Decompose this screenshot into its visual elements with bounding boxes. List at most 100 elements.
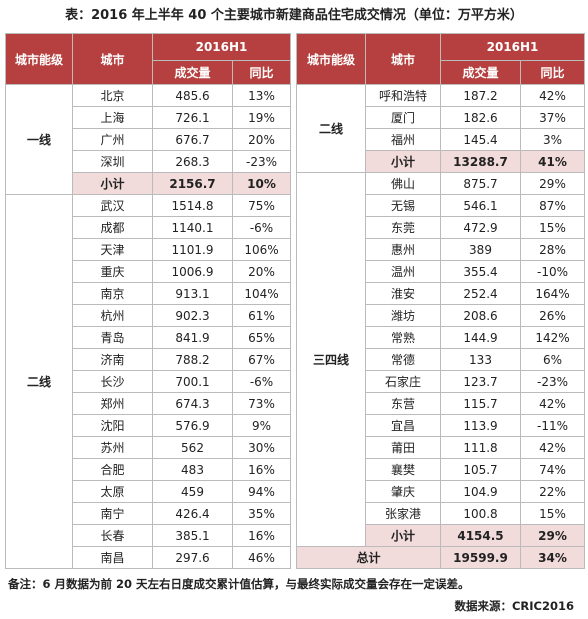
yoy: 35% [231, 502, 292, 525]
volume: 385.1 [152, 524, 233, 547]
yoy: 61% [231, 304, 292, 327]
header: 2016H1 [151, 33, 292, 61]
city: 常德 [365, 348, 441, 371]
yoy: 16% [231, 458, 292, 481]
volume: 562 [152, 436, 233, 459]
city: 长春 [72, 524, 153, 547]
city: 呼和浩特 [365, 84, 441, 107]
volume: 1101.9 [152, 238, 233, 261]
row: 肇庆 104.9 22% [297, 480, 586, 503]
volume: 187.2 [440, 84, 521, 107]
city: 济南 [72, 348, 153, 371]
table-right: 城市能级 城市 2016H1 成交量 同比 二线 呼和浩特 187.2 42% 厦门 182.6… [296, 33, 586, 569]
city: 北京 [72, 84, 153, 107]
header: 2016H1 [439, 33, 586, 61]
row: 二线 呼和浩特 187.2 42% [296, 84, 586, 173]
yoy: -23% [519, 370, 586, 393]
yoy: 15% [519, 502, 586, 525]
volume: 144.9 [440, 326, 521, 349]
volume: 145.4 [440, 128, 521, 151]
volume: 100.8 [440, 502, 521, 525]
row: 太原 459 94% [6, 480, 292, 503]
yoy: 15% [519, 216, 586, 239]
note: 备注：6 月数据为前 20 天左右日度成交累计值估算，与最终实际成交量会存在一定… [8, 577, 470, 591]
table-left: 城市能级 城市 2016H1 成交量 同比 一线 北京 485.6 13% 上海 726.1 19… [5, 33, 292, 569]
yoy: 28% [519, 238, 586, 261]
volume: 115.7 [440, 392, 521, 415]
subtotal-label: 小计 [72, 172, 153, 195]
volume: 788.2 [152, 348, 233, 371]
volume: 1140.1 [152, 216, 233, 239]
volume: 19599.9 [440, 546, 521, 569]
city: 青岛 [72, 326, 153, 349]
row: 三四线 佛山 875.7 29% [296, 172, 586, 547]
city: 成都 [72, 216, 153, 239]
volume: 182.6 [440, 106, 521, 129]
yoy: 10% [231, 172, 292, 195]
volume: 1006.9 [152, 260, 233, 283]
city: 天津 [72, 238, 153, 261]
yoy: 75% [231, 194, 292, 217]
volume: 111.8 [440, 436, 521, 459]
header: 城市能级 [296, 33, 366, 85]
volume: 902.3 [152, 304, 233, 327]
city: 张家港 [365, 502, 441, 525]
city: 肇庆 [365, 480, 441, 503]
volume: 355.4 [440, 260, 521, 283]
volume: 459 [152, 480, 233, 503]
header: 城市 [72, 33, 153, 85]
row: 宜昌 113.9 -11% [297, 414, 586, 437]
row: 郑州 674.3 73% [6, 392, 292, 415]
yoy: 106% [231, 238, 292, 261]
city: 潍坊 [365, 304, 441, 327]
yoy: 29% [519, 172, 586, 195]
row: 沈阳 576.9 9% [6, 414, 292, 437]
yoy: 42% [519, 84, 586, 107]
yoy: 3% [519, 128, 586, 151]
volume: 700.1 [152, 370, 233, 393]
row: 重庆 1006.9 20% [6, 260, 292, 283]
row: 二线 武汉 1514.8 75% [5, 194, 292, 569]
volume: 913.1 [152, 282, 233, 305]
yoy: 94% [231, 480, 292, 503]
yoy: 20% [231, 128, 292, 151]
yoy: 30% [231, 436, 292, 459]
source: 数据来源：CRIC2016 [454, 599, 574, 613]
volume: 546.1 [440, 194, 521, 217]
total-label: 总计 [296, 546, 441, 569]
volume: 576.9 [152, 414, 233, 437]
volume: 268.3 [152, 150, 233, 173]
row: 襄樊 105.7 74% [297, 458, 586, 481]
row: 一线 北京 485.6 13% [5, 84, 292, 195]
volume: 389 [440, 238, 521, 261]
yoy: 67% [231, 348, 292, 371]
yoy: 29% [519, 524, 586, 547]
yoy: 22% [519, 480, 586, 503]
yoy: 26% [519, 304, 586, 327]
row: 苏州 562 30% [6, 436, 292, 459]
volume: 297.6 [152, 546, 233, 569]
volume: 726.1 [152, 106, 233, 129]
city: 东营 [365, 392, 441, 415]
city: 深圳 [72, 150, 153, 173]
city: 福州 [365, 128, 441, 151]
tier: 二线 [296, 84, 366, 173]
volume: 2156.7 [152, 172, 233, 195]
yoy: 87% [519, 194, 586, 217]
city: 南京 [72, 282, 153, 305]
row: 张家港 100.8 15% [297, 502, 586, 525]
row: 总计 19599.9 34% [296, 546, 586, 569]
row: 厦门 182.6 37% [297, 106, 586, 129]
header: 成交量 [152, 60, 233, 85]
yoy: 42% [519, 392, 586, 415]
yoy: 74% [519, 458, 586, 481]
volume: 426.4 [152, 502, 233, 525]
city: 宜昌 [365, 414, 441, 437]
title: 表：2016 年上半年 40 个主要城市新建商品住宅成交情况（单位：万平方米） [65, 8, 523, 23]
header: 成交量 [440, 60, 521, 85]
volume: 208.6 [440, 304, 521, 327]
yoy: -10% [519, 260, 586, 283]
tier: 二线 [5, 194, 73, 569]
city: 厦门 [365, 106, 441, 129]
header: 城市能级 [5, 33, 73, 85]
